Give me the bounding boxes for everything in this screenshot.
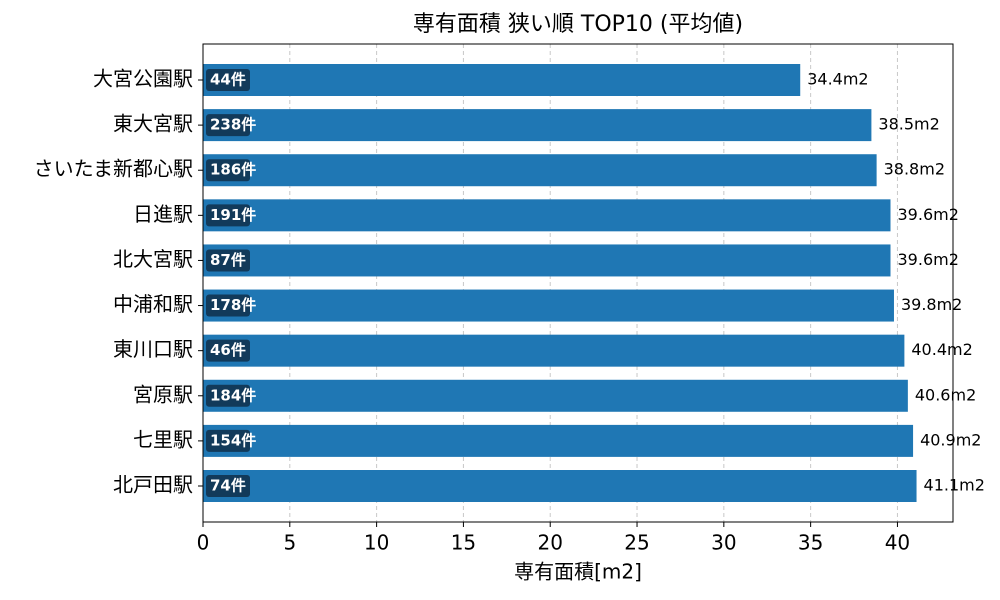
count-badge <box>206 249 250 272</box>
y-tick-label: 東大宮駅 <box>113 112 193 136</box>
count-badge <box>206 69 250 91</box>
count-label: 238件 <box>210 116 256 134</box>
x-tick-label: 25 <box>624 531 649 555</box>
bar <box>203 109 872 142</box>
value-label: 40.9m2 <box>920 430 981 449</box>
x-tick-label: 30 <box>711 531 736 555</box>
count-badge <box>206 429 250 452</box>
count-label: 178件 <box>210 296 256 314</box>
bar <box>203 154 877 187</box>
count-label: 184件 <box>210 386 256 404</box>
x-tick-label: 40 <box>885 531 910 555</box>
y-tick-label: 宮原駅 <box>133 382 193 406</box>
value-label: 38.5m2 <box>878 115 939 134</box>
count-label: 154件 <box>210 431 256 449</box>
x-tick-label: 5 <box>283 531 296 555</box>
x-axis-label: 専有面積[m2] <box>514 560 642 584</box>
bar <box>203 334 905 367</box>
bar <box>203 199 891 232</box>
plot-frame <box>202 43 954 523</box>
y-tick-label: 北大宮駅 <box>113 247 193 271</box>
x-tick-label: 15 <box>451 531 476 555</box>
value-label: 41.1m2 <box>924 476 985 495</box>
chart-title: 専有面積 狭い順 TOP10 (平均値) <box>413 12 743 37</box>
count-badge <box>206 204 250 227</box>
count-badge <box>206 114 250 137</box>
value-label: 39.6m2 <box>898 205 959 224</box>
bar <box>203 470 917 502</box>
x-tick-label: 10 <box>364 531 389 555</box>
y-tick-label: 七里駅 <box>133 427 193 451</box>
bar <box>203 64 801 96</box>
count-label: 44件 <box>210 71 246 89</box>
bar <box>203 379 908 412</box>
y-tick-label: 大宮公園駅 <box>93 67 193 91</box>
x-tick-label: 20 <box>537 531 562 555</box>
y-tick-label: 中浦和駅 <box>113 292 193 316</box>
count-badge <box>206 475 250 497</box>
y-tick-label: 東川口駅 <box>113 337 193 361</box>
value-label: 38.8m2 <box>884 160 945 179</box>
count-badge <box>206 384 250 407</box>
count-badge <box>206 294 250 317</box>
bar <box>203 424 914 457</box>
x-tick-label: 35 <box>798 531 823 555</box>
bar <box>203 244 891 277</box>
count-label: 186件 <box>210 161 256 179</box>
x-tick-label: 0 <box>197 531 210 555</box>
value-label: 34.4m2 <box>807 70 868 89</box>
value-label: 39.6m2 <box>898 250 959 269</box>
count-label: 46件 <box>210 341 246 359</box>
count-label: 87件 <box>210 251 246 269</box>
value-label: 39.8m2 <box>901 295 962 314</box>
count-badge <box>206 339 250 362</box>
y-tick-label: 日進駅 <box>133 202 193 226</box>
count-label: 191件 <box>210 206 256 224</box>
y-tick-label: 北戸田駅 <box>113 473 193 497</box>
count-badge <box>206 159 250 182</box>
count-label: 74件 <box>210 477 246 495</box>
value-label: 40.4m2 <box>911 340 972 359</box>
bar <box>203 289 894 322</box>
y-tick-label: さいたま新都心駅 <box>34 157 193 181</box>
value-label: 40.6m2 <box>915 385 976 404</box>
